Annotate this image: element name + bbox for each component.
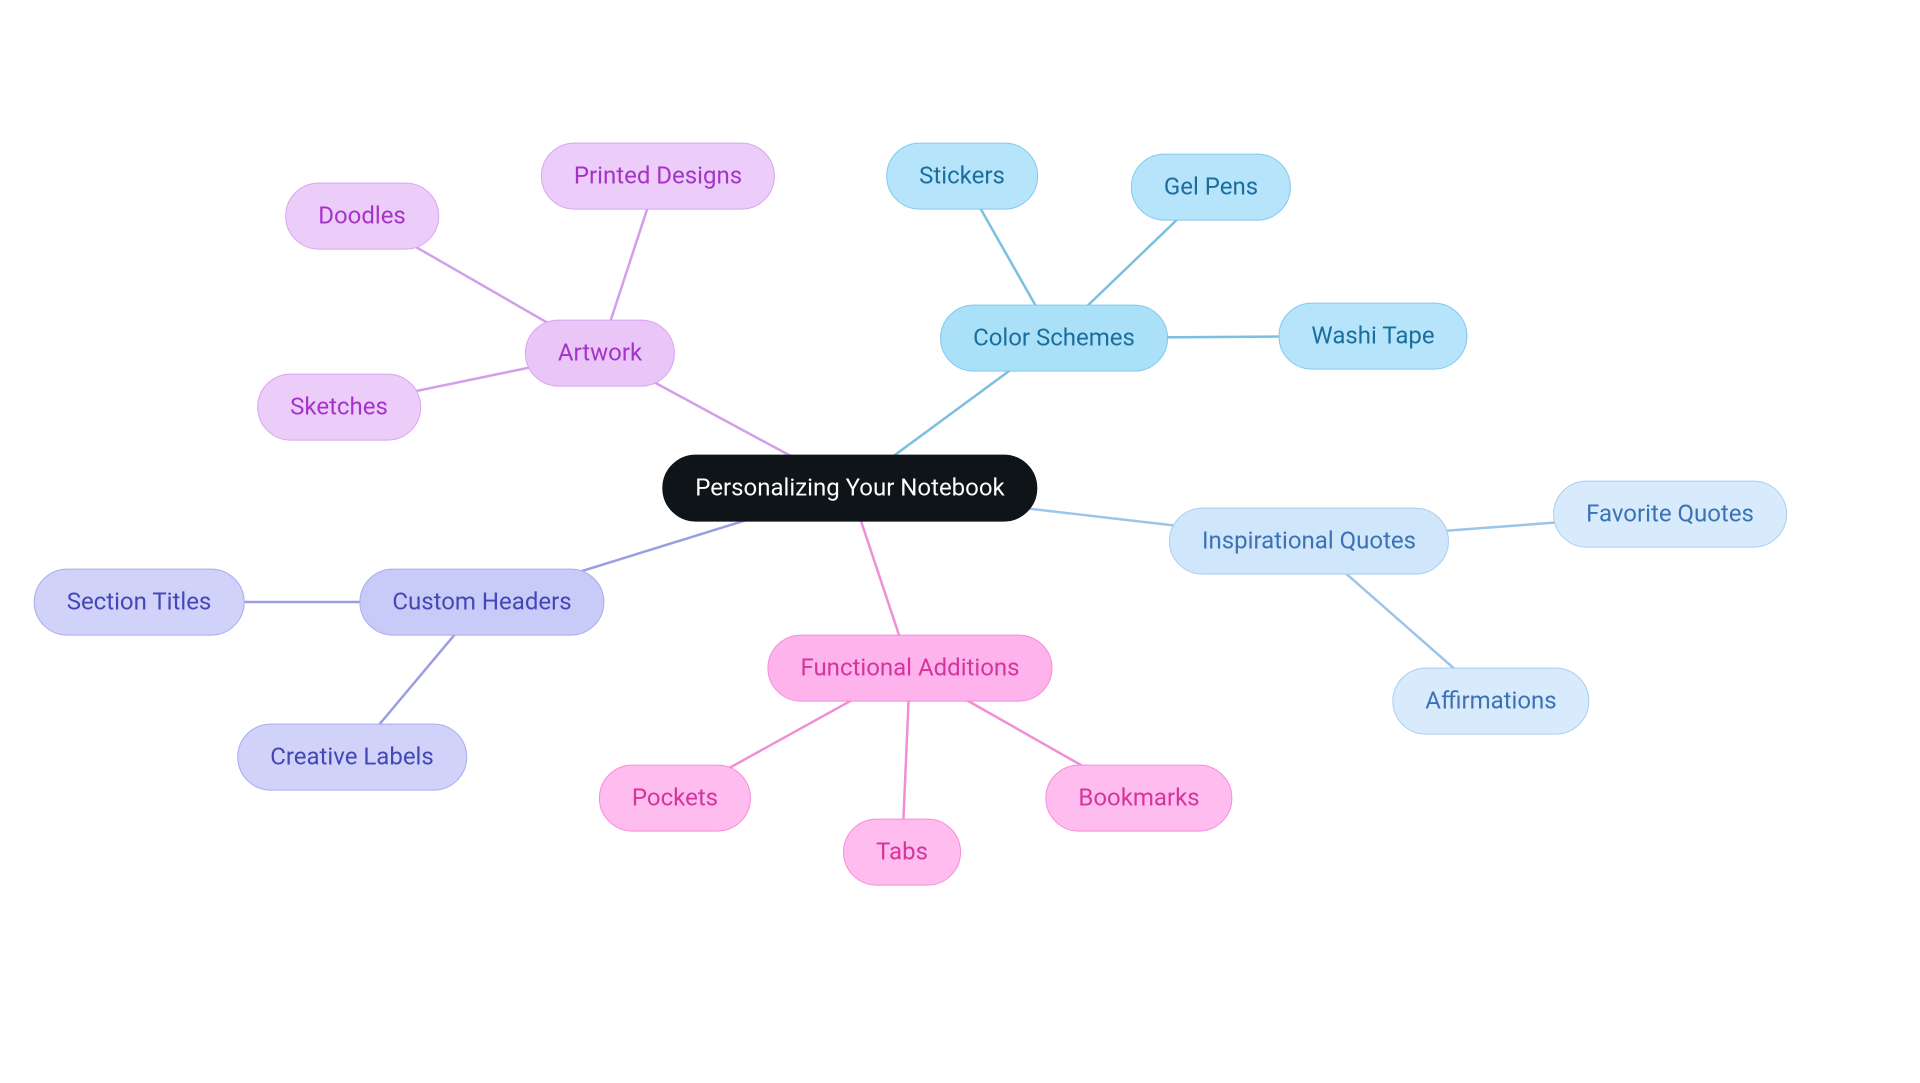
node-printed: Printed Designs (541, 143, 775, 210)
node-func: Functional Additions (767, 635, 1052, 702)
node-washi: Washi Tape (1278, 303, 1467, 370)
node-labels: Creative Labels (237, 724, 467, 791)
mindmap-canvas: Personalizing Your Notebook Artwork Doodle… (0, 0, 1920, 1083)
node-bookmarks: Bookmarks (1045, 765, 1232, 832)
node-gelpens: Gel Pens (1131, 154, 1291, 221)
node-affirm: Affirmations (1392, 668, 1589, 735)
node-quotes: Inspirational Quotes (1169, 508, 1449, 575)
node-titles: Section Titles (34, 569, 245, 636)
node-colors: Color Schemes (940, 305, 1168, 372)
node-sketches: Sketches (257, 374, 421, 441)
node-tabs: Tabs (843, 819, 961, 886)
node-doodles: Doodles (285, 183, 439, 250)
node-headers: Custom Headers (359, 569, 604, 636)
node-root: Personalizing Your Notebook (662, 455, 1037, 522)
node-fav: Favorite Quotes (1553, 481, 1787, 548)
node-stickers: Stickers (886, 143, 1038, 210)
node-artwork: Artwork (525, 320, 675, 387)
node-pockets: Pockets (599, 765, 751, 832)
